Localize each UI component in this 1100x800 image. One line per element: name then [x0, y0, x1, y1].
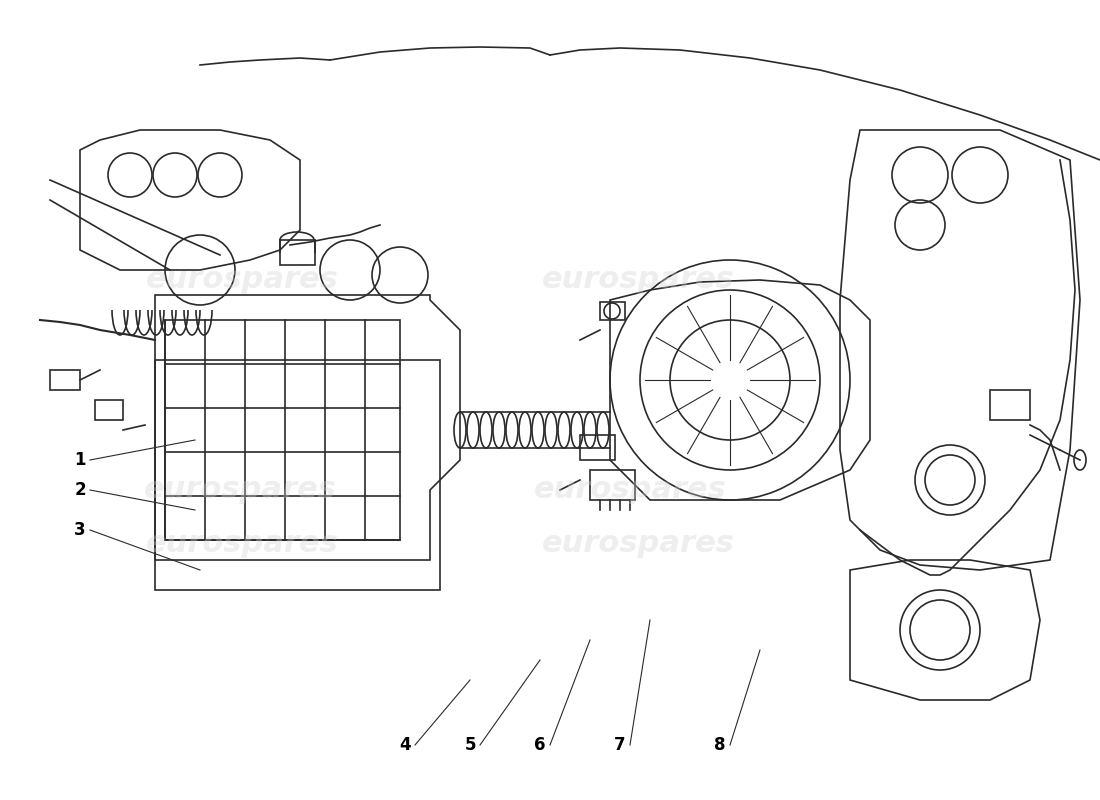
- Text: eurospares: eurospares: [534, 475, 726, 505]
- Text: 7: 7: [614, 736, 626, 754]
- Text: 2: 2: [74, 481, 86, 499]
- Text: 8: 8: [714, 736, 726, 754]
- Bar: [280, 240, 315, 265]
- Bar: [600, 302, 625, 320]
- Bar: [155, 360, 440, 590]
- Text: 6: 6: [535, 736, 546, 754]
- Text: eurospares: eurospares: [145, 266, 339, 294]
- Bar: [990, 390, 1030, 420]
- Text: 3: 3: [74, 521, 86, 539]
- Text: eurospares: eurospares: [145, 530, 339, 558]
- Text: 1: 1: [75, 451, 86, 469]
- Bar: [580, 435, 615, 460]
- Bar: [95, 400, 123, 420]
- Text: eurospares: eurospares: [541, 530, 735, 558]
- Text: 4: 4: [399, 736, 410, 754]
- Bar: [50, 370, 80, 390]
- Text: eurospares: eurospares: [144, 475, 337, 505]
- Text: 5: 5: [464, 736, 475, 754]
- Text: eurospares: eurospares: [541, 266, 735, 294]
- Bar: [165, 320, 400, 540]
- Bar: [590, 470, 635, 500]
